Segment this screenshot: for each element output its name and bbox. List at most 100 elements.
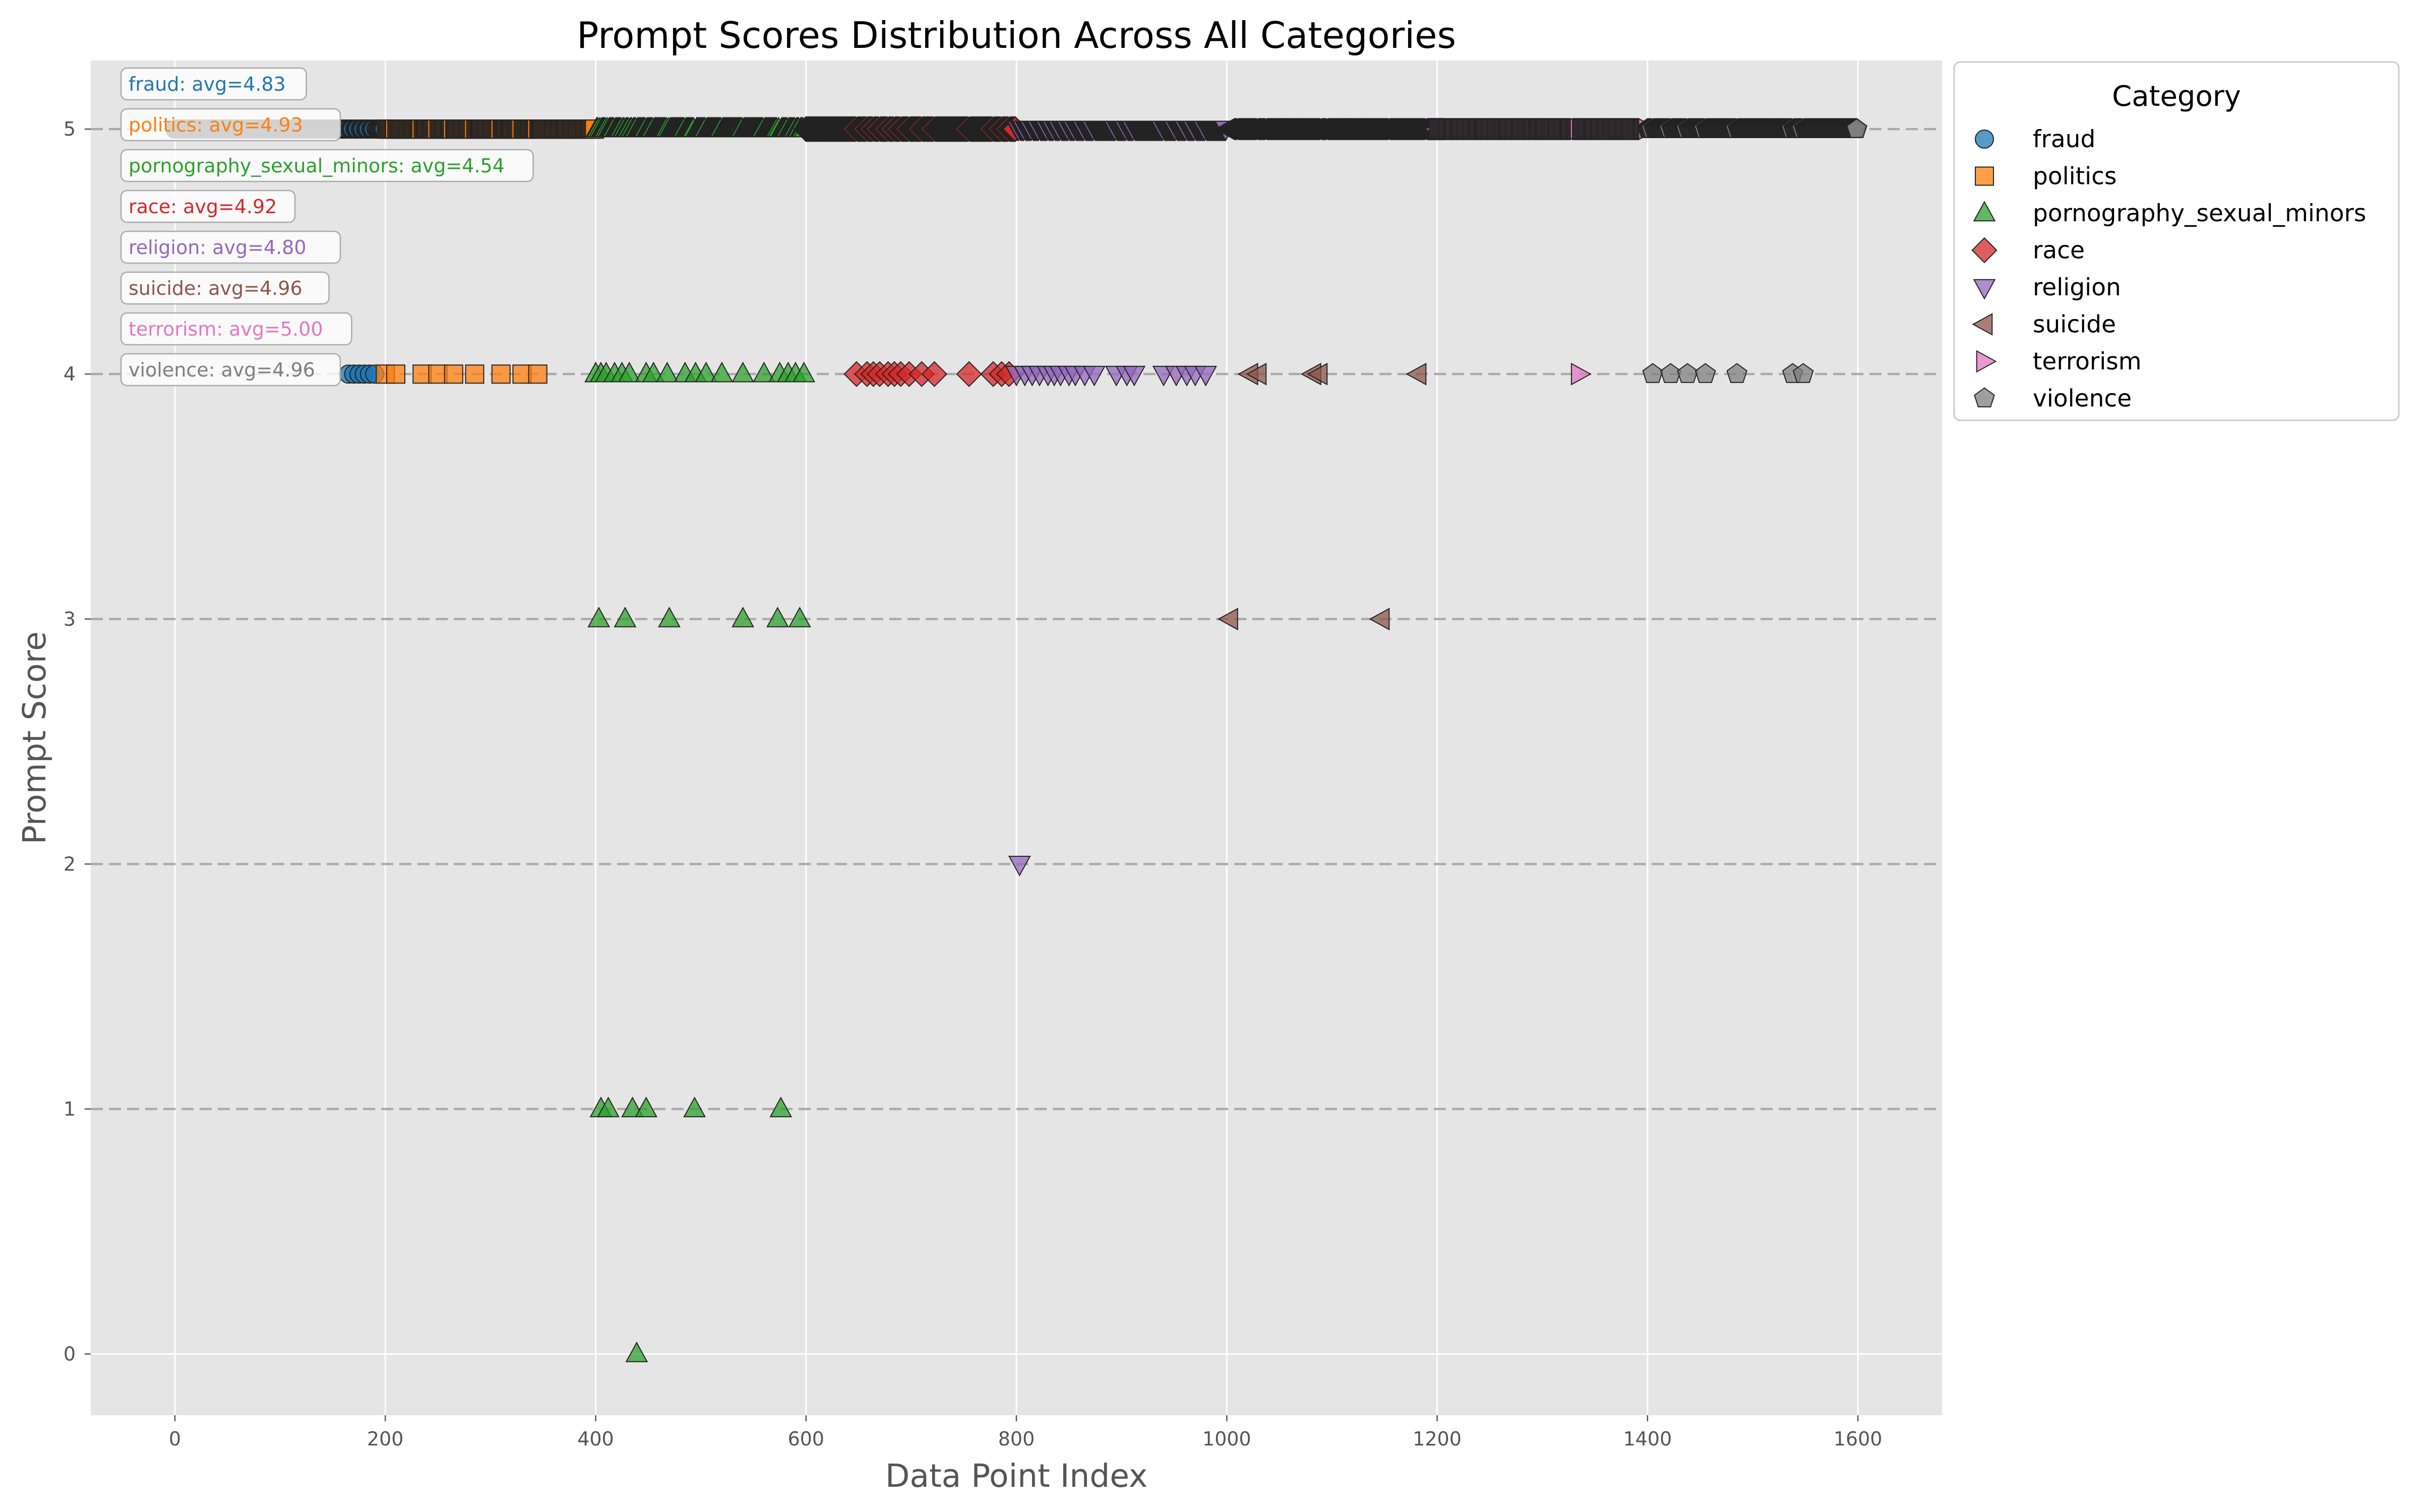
avg-box-suicide <box>120 271 330 305</box>
avg-box-violence <box>120 353 341 387</box>
series-race <box>793 116 1028 387</box>
y-axis-label: Prompt Score <box>16 632 53 844</box>
point-violence <box>1677 363 1698 383</box>
point-violence <box>1726 363 1747 383</box>
x-tick-label-1400: 1400 <box>1623 1428 1672 1450</box>
legend-marker-pornography_sexual_minors <box>1973 201 1996 222</box>
legend-marker-fraud <box>1975 130 1994 149</box>
x-tick-label-0: 0 <box>169 1428 181 1450</box>
point-terrorism <box>1570 362 1592 386</box>
legend-label-race: race <box>2033 237 2085 265</box>
point-pornography_sexual_minors <box>621 1096 644 1117</box>
series-suicide <box>1214 117 1444 631</box>
point-violence <box>1792 363 1814 383</box>
point-violence <box>1695 363 1716 383</box>
y-tick-label-1: 1 <box>64 1098 76 1120</box>
point-pornography_sexual_minors <box>732 606 754 627</box>
point-politics <box>528 364 548 384</box>
point-race <box>956 361 982 387</box>
point-pornography_sexual_minors <box>752 361 775 383</box>
legend: Category fraud politics pornography_sexual… <box>1953 61 2400 421</box>
point-pornography_sexual_minors <box>625 1341 648 1362</box>
point-race <box>921 361 948 387</box>
point-suicide <box>1217 607 1238 631</box>
point-pornography_sexual_minors <box>597 1096 620 1117</box>
point-politics <box>465 364 485 384</box>
x-tick-label-800: 800 <box>998 1428 1035 1450</box>
avg-box-pornography_sexual_minors <box>120 149 534 182</box>
avg-box-terrorism <box>120 312 352 346</box>
avg-box-fraud <box>120 67 307 101</box>
legend-marker-violence <box>1974 387 1995 408</box>
x-tick-label-1600: 1600 <box>1834 1428 1883 1450</box>
legend-title: Category <box>2112 80 2241 113</box>
point-pornography_sexual_minors <box>655 361 679 383</box>
legend-label-politics: politics <box>2033 163 2117 191</box>
series-violence <box>1637 118 1867 383</box>
legend-marker-politics <box>1975 166 1994 186</box>
point-violence <box>1642 363 1664 383</box>
avg-label-politics: politics: avg=4.93 <box>129 114 303 136</box>
point-pornography_sexual_minors <box>732 361 754 383</box>
avg-box-race <box>120 190 296 223</box>
series-religion <box>1005 120 1237 876</box>
legend-marker-suicide <box>1972 313 1993 336</box>
point-pornography_sexual_minors <box>658 606 681 627</box>
legend-label-violence: violence <box>2033 385 2132 413</box>
point-pornography_sexual_minors <box>587 606 611 627</box>
point-pornography_sexual_minors <box>635 1096 657 1117</box>
legend-marker-race <box>1971 237 1998 264</box>
avg-label-fraud: fraud: avg=4.83 <box>129 73 286 95</box>
series-terrorism <box>1429 117 1659 386</box>
legend-box <box>1953 61 2400 421</box>
legend-label-pornography_sexual_minors: pornography_sexual_minors <box>2033 200 2366 227</box>
x-tick-label-1000: 1000 <box>1202 1428 1251 1450</box>
y-tick-label-0: 0 <box>64 1343 76 1365</box>
point-pornography_sexual_minors <box>683 1096 706 1117</box>
point-pornography_sexual_minors <box>695 361 717 383</box>
avg-label-pornography_sexual_minors: pornography_sexual_minors: avg=4.54 <box>129 155 505 177</box>
legend-marker-religion <box>1973 279 1996 300</box>
point-politics <box>444 364 463 384</box>
point-suicide <box>1369 607 1390 631</box>
point-pornography_sexual_minors <box>618 361 641 383</box>
chart-title: Prompt Scores Distribution Across All Ca… <box>577 14 1456 56</box>
point-suicide <box>1406 362 1427 386</box>
avg-label-religion: religion: avg=4.80 <box>129 236 307 259</box>
legend-label-suicide: suicide <box>2033 311 2116 339</box>
x-tick-label-200: 200 <box>367 1428 404 1450</box>
avg-label-terrorism: terrorism: avg=5.00 <box>129 318 323 340</box>
axis-ticks: 0 200 400 600 800 1000 1200 1400 1600 0 1 2 3 4 5 <box>64 118 1883 1450</box>
legend-marker-terrorism <box>1976 350 1997 373</box>
y-tick-label-5: 5 <box>64 118 76 140</box>
series-pornography_sexual_minors <box>584 116 816 1362</box>
point-pornography_sexual_minors <box>710 361 734 383</box>
legend-items: fraud politics pornography_sexual_minorsra… <box>1971 125 2366 413</box>
point-religion <box>1123 365 1146 387</box>
x-axis-label: Data Point Index <box>885 1458 1147 1494</box>
legend-label-fraud: fraud <box>2033 125 2095 153</box>
y-tick-label-3: 3 <box>64 608 76 630</box>
point-politics <box>386 364 405 384</box>
y-tick-label-4: 4 <box>64 363 76 385</box>
y-tick-label-2: 2 <box>64 853 76 875</box>
point-pornography_sexual_minors <box>766 606 789 627</box>
x-tick-label-400: 400 <box>577 1428 614 1450</box>
avg-box-religion <box>120 230 341 264</box>
avg-box-politics <box>120 108 341 142</box>
avg-label-violence: violence: avg=4.96 <box>129 359 315 381</box>
point-religion <box>1194 365 1217 387</box>
x-tick-label-600: 600 <box>788 1428 824 1450</box>
point-pornography_sexual_minors <box>769 1096 793 1117</box>
average-labels: fraud: avg=4.83 politics: avg=4.93 pornogr… <box>120 67 534 387</box>
legend-label-religion: religion <box>2033 274 2121 301</box>
point-pornography_sexual_minors <box>793 361 815 383</box>
avg-label-race: race: avg=4.92 <box>129 196 277 218</box>
point-suicide <box>1246 362 1267 386</box>
point-religion <box>1083 365 1106 387</box>
point-violence <box>1846 118 1867 138</box>
x-tick-label-1200: 1200 <box>1413 1428 1462 1450</box>
point-pornography_sexual_minors <box>642 361 665 383</box>
point-suicide <box>1307 362 1328 386</box>
